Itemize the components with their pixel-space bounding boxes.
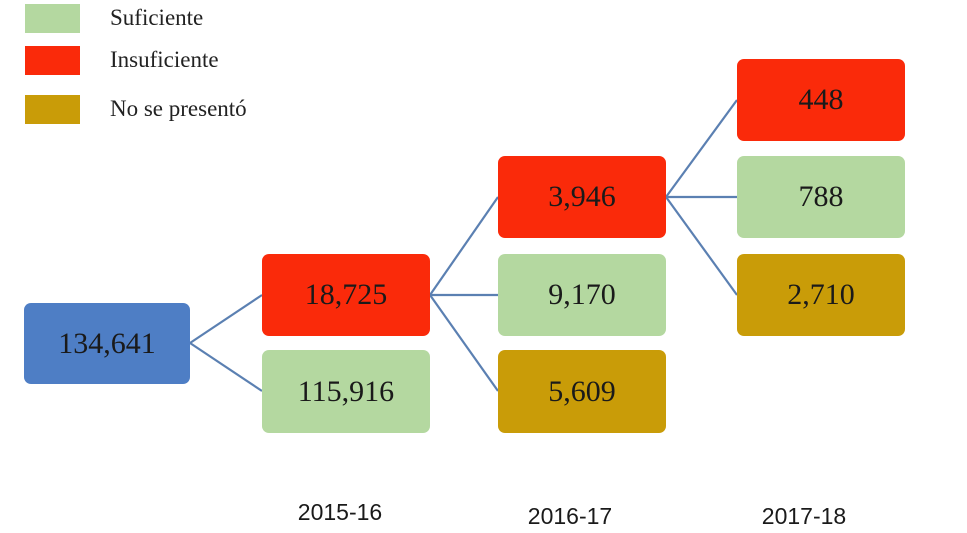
- year-label-2016-17: 2016-17: [527, 503, 613, 529]
- year-label-2017-18: 2017-18: [761, 503, 847, 529]
- legend-swatch-no-se-presento: [25, 95, 80, 124]
- legend-swatch-suficiente: [25, 4, 80, 33]
- connector-2016-to-insuficiente-2017: [665, 99, 738, 198]
- year-label-2015-16: 2015-16: [297, 499, 383, 525]
- node-total-students: 134,641: [24, 303, 190, 384]
- legend-label-suficiente: Suficiente: [110, 5, 204, 30]
- node-2016-insuficiente: 3,946: [498, 156, 666, 238]
- node-2017-suficiente: 788: [737, 156, 905, 238]
- node-2015-suficiente: 115,916: [262, 350, 430, 433]
- legend-label-insuficiente: Insuficiente: [110, 47, 219, 72]
- connector-2016-to-nsp-2017: [665, 196, 738, 296]
- node-2016-suficiente: 9,170: [498, 254, 666, 336]
- connector-2015-to-nsp-2016: [429, 294, 499, 392]
- legend-swatch-insuficiente: [25, 46, 80, 75]
- node-2017-no-se-presento: 2,710: [737, 254, 905, 336]
- legend-label-no-se-presento: No se presentó: [110, 96, 247, 121]
- connector-root-to-insuficiente-2015: [189, 294, 263, 344]
- node-2015-insuficiente: 18,725: [262, 254, 430, 336]
- node-2017-insuficiente: 448: [737, 59, 905, 141]
- node-2016-no-se-presento: 5,609: [498, 350, 666, 433]
- connector-root-to-suficiente-2015: [189, 342, 263, 392]
- connector-2015-to-insuficiente-2016: [429, 196, 499, 296]
